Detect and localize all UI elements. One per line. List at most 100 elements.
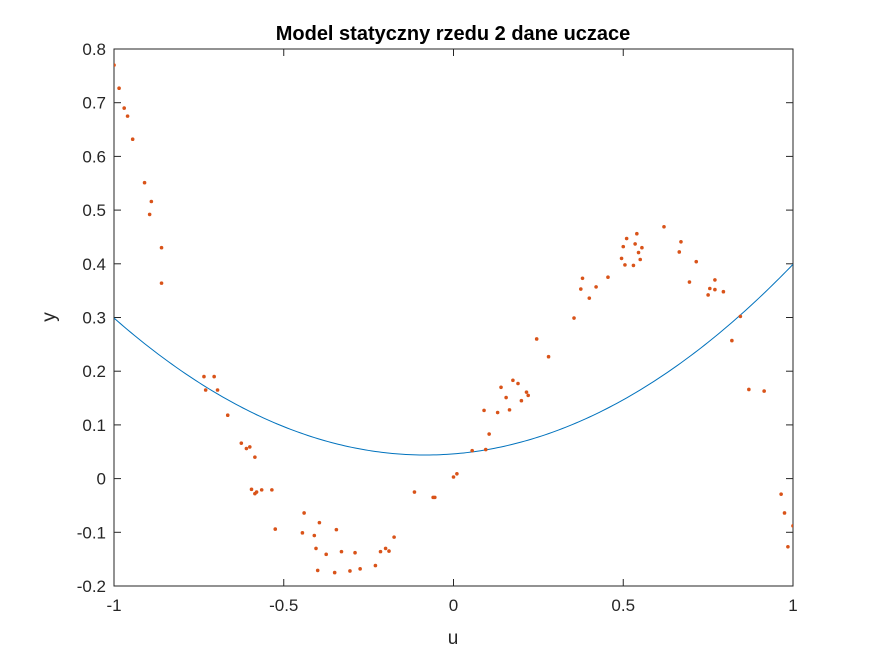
data-point bbox=[730, 338, 734, 343]
x-tick-label: 0.5 bbox=[611, 596, 635, 615]
data-point bbox=[353, 550, 357, 555]
data-point bbox=[713, 287, 717, 292]
data-point bbox=[721, 289, 726, 294]
data-point bbox=[747, 387, 751, 392]
data-point bbox=[606, 275, 610, 280]
data-point bbox=[300, 531, 305, 535]
data-point bbox=[114, 63, 116, 67]
y-axis-ticks: -0.2 -0.1 0 0.1 0.2 0.3 0.4 0.5 0.6 0.7 0.8 bbox=[77, 40, 793, 596]
data-point bbox=[713, 278, 717, 282]
data-point bbox=[324, 552, 328, 557]
y-tick-label: -0.1 bbox=[77, 523, 106, 542]
data-point bbox=[786, 544, 790, 549]
data-point bbox=[546, 354, 551, 359]
data-point bbox=[779, 492, 783, 496]
data-point bbox=[708, 286, 712, 291]
data-point bbox=[202, 374, 206, 379]
y-tick-label: 0.1 bbox=[82, 416, 106, 435]
data-point bbox=[248, 445, 252, 449]
data-point bbox=[483, 447, 488, 452]
data-point bbox=[149, 199, 154, 204]
data-point bbox=[624, 236, 629, 241]
data-point bbox=[159, 245, 164, 250]
y-tick-label: 0.2 bbox=[82, 362, 106, 381]
data-point bbox=[507, 408, 512, 412]
data-point bbox=[273, 527, 278, 531]
data-point bbox=[212, 374, 216, 379]
data-point bbox=[122, 106, 126, 110]
series-layer bbox=[114, 63, 793, 575]
y-tick-label: -0.2 bbox=[77, 577, 106, 596]
data-point bbox=[623, 263, 627, 267]
data-point bbox=[259, 488, 264, 492]
data-point bbox=[738, 314, 743, 319]
data-point bbox=[358, 567, 362, 571]
data-point bbox=[495, 410, 500, 415]
data-point bbox=[487, 432, 491, 436]
data-point bbox=[373, 563, 378, 568]
x-axis-ticks: -1 -0.5 0 0.5 1 bbox=[106, 49, 798, 615]
data-point bbox=[633, 242, 637, 246]
data-point bbox=[392, 535, 396, 539]
data-point bbox=[594, 285, 598, 289]
data-point bbox=[524, 390, 529, 394]
data-point bbox=[315, 568, 320, 573]
data-point bbox=[499, 385, 503, 390]
data-point bbox=[580, 276, 585, 281]
data-point bbox=[662, 224, 666, 229]
data-point bbox=[619, 256, 624, 261]
data-point bbox=[383, 546, 388, 551]
data-point bbox=[677, 250, 682, 254]
y-tick-label: 0.3 bbox=[82, 309, 106, 328]
data-point bbox=[147, 212, 152, 217]
data-point bbox=[312, 533, 317, 538]
data-point bbox=[215, 388, 220, 392]
chart-title: Model statyczny rzedu 2 dane uczace bbox=[276, 23, 631, 45]
data-point bbox=[455, 471, 459, 476]
data-point bbox=[587, 296, 592, 300]
data-point bbox=[762, 389, 766, 393]
data-point bbox=[782, 511, 787, 515]
data-point bbox=[640, 245, 644, 250]
data-point bbox=[203, 388, 208, 392]
data-point bbox=[334, 527, 339, 532]
data-point bbox=[433, 495, 437, 500]
data-point bbox=[516, 381, 520, 386]
data-point bbox=[125, 114, 130, 118]
y-tick-label: 0.7 bbox=[82, 94, 106, 113]
data-point bbox=[534, 337, 539, 341]
data-point bbox=[519, 398, 524, 403]
data-point bbox=[225, 413, 230, 418]
data-point bbox=[249, 487, 254, 492]
x-tick-label: -0.5 bbox=[269, 596, 298, 615]
data-point bbox=[572, 316, 576, 320]
data-point bbox=[239, 441, 244, 445]
data-point bbox=[332, 570, 337, 575]
data-point bbox=[504, 395, 508, 400]
data-point bbox=[631, 263, 636, 268]
y-axis-label: y bbox=[39, 312, 60, 322]
data-point bbox=[317, 520, 322, 525]
model-curve bbox=[114, 263, 793, 456]
x-axis-label: u bbox=[448, 628, 459, 649]
data-point bbox=[302, 511, 306, 515]
data-point bbox=[254, 490, 259, 494]
data-point bbox=[470, 448, 474, 453]
x-tick-label: -1 bbox=[106, 596, 121, 615]
data-point bbox=[130, 137, 135, 142]
y-tick-label: 0.4 bbox=[82, 255, 106, 274]
data-point bbox=[526, 393, 530, 398]
plot-area bbox=[113, 48, 794, 587]
data-point bbox=[687, 280, 692, 284]
data-point bbox=[579, 287, 583, 291]
data-point bbox=[142, 180, 147, 185]
data-point bbox=[314, 546, 318, 551]
data-point bbox=[348, 569, 352, 573]
data-point bbox=[451, 475, 456, 479]
y-tick-label: 0.6 bbox=[82, 147, 106, 166]
data-point bbox=[621, 244, 626, 249]
data-point bbox=[253, 455, 257, 459]
y-tick-label: 0.8 bbox=[82, 40, 106, 59]
data-point bbox=[117, 86, 121, 91]
